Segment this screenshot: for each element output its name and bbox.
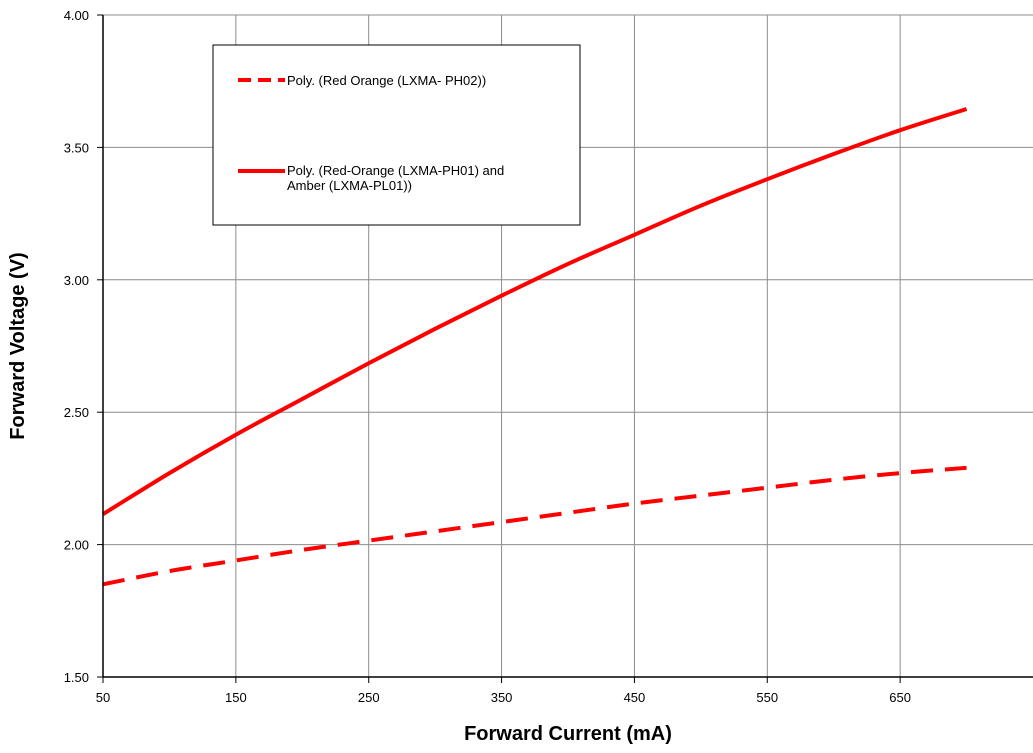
- legend-label-series-2-line-1: Poly. (Red-Orange (LXMA-PH01) and: [287, 163, 504, 178]
- x-axis-title: Forward Current (mA): [464, 723, 672, 745]
- legend-box: [212, 44, 581, 226]
- legend-label-series-1: Poly. (Red Orange (LXMA- PH02)): [287, 73, 486, 88]
- x-tick-label: 550: [756, 690, 778, 705]
- y-axis-title: Forward Voltage (V): [7, 252, 29, 439]
- y-tick-label: 3.50: [64, 140, 89, 155]
- y-tick-label: 2.00: [64, 538, 89, 553]
- x-tick-label: 250: [358, 690, 380, 705]
- series-line-dashed: [102, 465, 967, 587]
- y-tick-label: 1.50: [64, 670, 89, 685]
- series-line-solid: [101, 107, 968, 516]
- y-tick-labels: 1.50 2.00 2.50 3.00 3.50 4.00: [64, 8, 103, 685]
- x-tick-labels: 50 150 250 350 450 550 650: [96, 677, 911, 705]
- y-tick-label: 2.50: [64, 405, 89, 420]
- legend: Poly. (Red Orange (LXMA- PH02)) Poly. (R…: [212, 44, 581, 226]
- x-tick-label: 350: [491, 690, 513, 705]
- legend-label-series-2-line-2: Amber (LXMA-PL01)): [287, 178, 412, 193]
- x-tick-label: 50: [96, 690, 110, 705]
- y-tick-label: 4.00: [64, 8, 89, 23]
- series-layer: [101, 107, 968, 587]
- x-tick-label: 150: [225, 690, 247, 705]
- x-tick-label: 650: [889, 690, 911, 705]
- y-tick-label: 3.00: [64, 273, 89, 288]
- x-tick-label: 450: [624, 690, 646, 705]
